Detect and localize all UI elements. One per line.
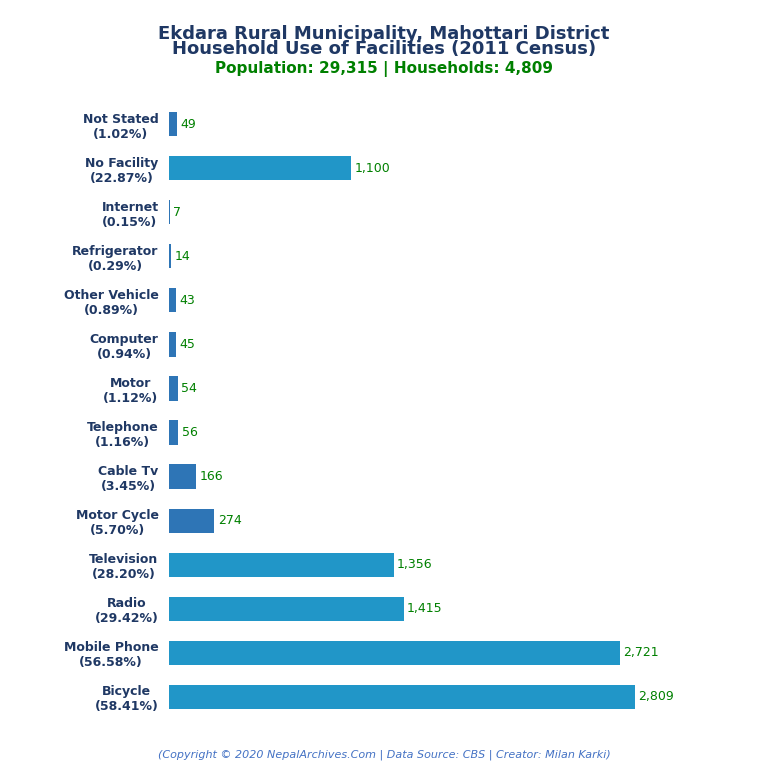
Bar <box>169 112 177 136</box>
Text: 7: 7 <box>174 206 181 219</box>
Text: 1,415: 1,415 <box>407 602 442 615</box>
Text: Ekdara Rural Municipality, Mahottari District: Ekdara Rural Municipality, Mahottari Dis… <box>158 25 610 42</box>
Text: 1,356: 1,356 <box>397 558 432 571</box>
Text: 56: 56 <box>181 426 197 439</box>
Text: Population: 29,315 | Households: 4,809: Population: 29,315 | Households: 4,809 <box>215 61 553 78</box>
Text: 49: 49 <box>180 118 196 131</box>
Bar <box>169 465 197 488</box>
Text: 1,100: 1,100 <box>355 162 390 174</box>
Text: 166: 166 <box>200 470 223 483</box>
Text: 2,809: 2,809 <box>638 690 674 703</box>
Text: 43: 43 <box>180 294 195 307</box>
Text: 2,721: 2,721 <box>624 647 659 659</box>
Bar <box>169 376 178 401</box>
Text: 14: 14 <box>174 250 190 263</box>
Bar <box>169 685 634 709</box>
Text: 45: 45 <box>180 338 196 351</box>
Bar <box>169 244 171 269</box>
Bar <box>169 552 394 577</box>
Bar <box>169 333 177 356</box>
Text: 54: 54 <box>181 382 197 395</box>
Bar <box>169 156 351 180</box>
Bar <box>169 641 620 665</box>
Bar <box>169 288 176 313</box>
Bar <box>169 508 214 533</box>
Bar <box>169 200 170 224</box>
Text: 274: 274 <box>217 514 241 527</box>
Text: (Copyright © 2020 NepalArchives.Com | Data Source: CBS | Creator: Milan Karki): (Copyright © 2020 NepalArchives.Com | Da… <box>157 750 611 760</box>
Bar <box>169 420 178 445</box>
Text: Household Use of Facilities (2011 Census): Household Use of Facilities (2011 Census… <box>172 40 596 58</box>
Bar <box>169 597 403 621</box>
